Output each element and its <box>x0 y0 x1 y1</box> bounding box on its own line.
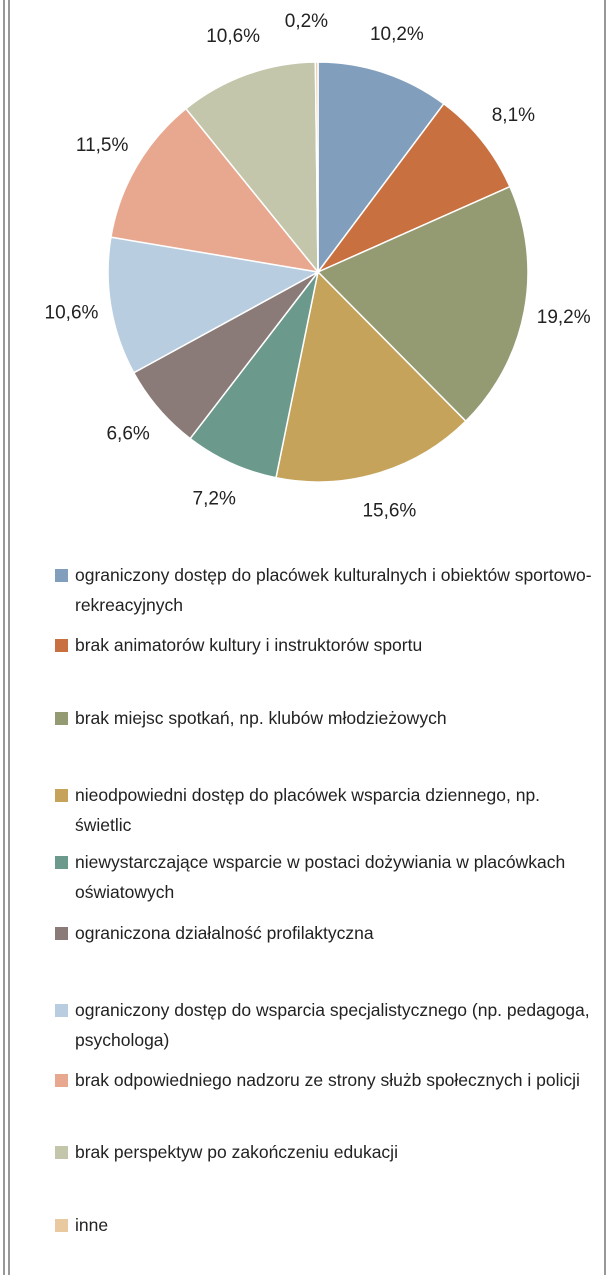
legend-swatch <box>55 712 68 725</box>
data-label: 19,2% <box>537 307 591 328</box>
legend-label: ograniczona działalność profilaktyczna <box>75 923 374 943</box>
legend-item: brak odpowiedniego nadzoru ze strony słu… <box>55 1065 595 1095</box>
legend-label: brak miejsc spotkań, np. klubów młodzież… <box>75 708 447 728</box>
data-label: 11,5% <box>76 135 129 156</box>
legend-item: brak perspektyw po zakończeniu edukacji <box>55 1137 595 1167</box>
legend-swatch <box>55 569 68 582</box>
data-label: 10,2% <box>370 24 424 45</box>
pie-slice <box>107 236 321 374</box>
legend-item: brak animatorów kultury i instruktorów s… <box>55 630 595 660</box>
legend-item: nieodpowiedni dostęp do placówek wsparci… <box>55 780 595 840</box>
pie-slice <box>275 270 467 483</box>
legend-swatch <box>55 1074 68 1087</box>
legend-label: niewystarczające wsparcie w postaci doży… <box>75 852 566 902</box>
pie-slice <box>316 185 529 423</box>
legend-swatch <box>55 1219 68 1232</box>
pie-slice <box>110 107 320 274</box>
pie-slice <box>184 61 319 275</box>
data-label: 10,6% <box>206 26 260 47</box>
legend-label: nieodpowiedni dostęp do placówek wsparci… <box>75 785 541 835</box>
data-label: 0,2% <box>285 11 328 32</box>
legend-label: brak animatorów kultury i instruktorów s… <box>75 635 423 655</box>
legend-item: ograniczony dostęp do wsparcia specjalis… <box>55 995 595 1055</box>
data-label: 15,6% <box>362 501 416 522</box>
legend-swatch <box>55 856 68 869</box>
data-label: 6,6% <box>106 424 149 445</box>
legend-swatch <box>55 1004 68 1017</box>
legend-swatch <box>55 789 68 802</box>
legend-swatch <box>55 1146 68 1159</box>
legend-item: ograniczony dostęp do placówek kulturaln… <box>55 560 595 620</box>
legend-swatch <box>55 927 68 940</box>
legend-swatch <box>55 639 68 652</box>
legend-item: brak miejsc spotkań, np. klubów młodzież… <box>55 703 595 733</box>
legend-label: brak odpowiedniego nadzoru ze strony słu… <box>75 1070 580 1090</box>
legend-label: ograniczony dostęp do wsparcia specjalis… <box>75 1000 590 1050</box>
legend-item: inne <box>55 1210 595 1240</box>
pie-slice <box>317 61 445 275</box>
pie-slice <box>315 102 511 274</box>
legend-label: inne <box>75 1215 109 1235</box>
data-label: 10,6% <box>45 303 99 324</box>
data-label: 7,2% <box>193 488 236 509</box>
legend-item: ograniczona działalność profilaktyczna <box>55 918 595 948</box>
legend-label: ograniczony dostęp do placówek kulturaln… <box>75 565 592 615</box>
legend-label: brak perspektyw po zakończeniu edukacji <box>75 1142 398 1162</box>
data-label: 8,1% <box>492 105 535 126</box>
legend-item: niewystarczające wsparcie w postaci doży… <box>55 847 595 907</box>
pie-slice <box>314 61 319 273</box>
